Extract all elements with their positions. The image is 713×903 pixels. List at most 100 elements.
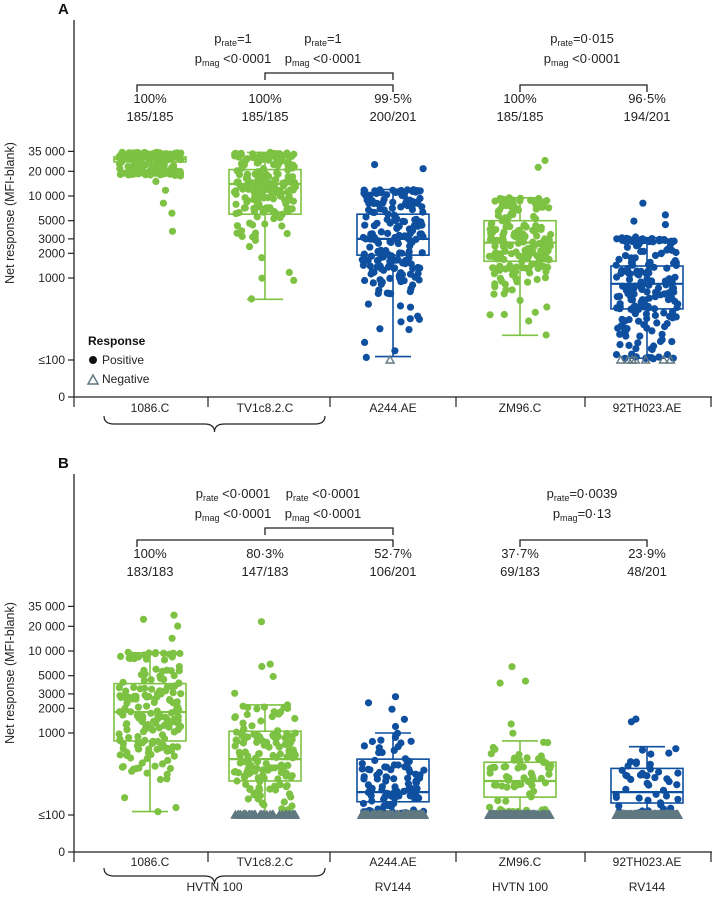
panel-b-data-point — [375, 744, 383, 752]
panel-b-box — [610, 767, 684, 804]
panel-a-data-point — [645, 281, 653, 289]
panel-a-data-point — [633, 268, 641, 276]
panel-b-data-point — [281, 740, 289, 749]
panel-b-data-point — [508, 663, 516, 671]
panel-a-data-point — [232, 190, 240, 198]
panel-a-data-point — [399, 259, 407, 267]
panel-b-percentage: 37·7% — [501, 546, 539, 561]
panel-b-label: B — [58, 455, 69, 472]
panel-a-y-tick-label: 35 000 — [28, 144, 65, 158]
panel-a-data-point — [376, 186, 384, 194]
panel-b-p-rate: prate <0·0001 — [286, 486, 360, 503]
panel-b-comparison-bracket — [519, 539, 648, 547]
panel-b-data-point — [243, 710, 251, 719]
panel-b-data-point — [169, 689, 177, 697]
panel-a-data-point — [388, 204, 396, 212]
panel-b-data-point — [255, 732, 263, 741]
panel-a-percentage: 99·5% — [374, 91, 412, 106]
panel-b-data-point — [277, 768, 285, 777]
panel-b-data-point — [125, 734, 133, 742]
panel-a-data-point — [540, 262, 548, 271]
panel-a-data-point — [366, 262, 374, 270]
panel-a-data-point — [516, 296, 524, 304]
panel-a-data-point — [414, 263, 422, 272]
panel-b-data-point — [145, 649, 153, 657]
panel-b-data-point — [391, 722, 400, 731]
panel-a-data-point — [618, 315, 626, 323]
panel-b-x-tick-label: 1086.C — [131, 855, 170, 869]
panel-a-data-point — [359, 257, 367, 265]
panel-a-data-point — [534, 163, 542, 171]
panel-a-data-point — [288, 152, 296, 160]
panel-a-data-point — [249, 221, 257, 229]
panel-b-y-tick-label: 35 000 — [28, 599, 65, 613]
panel-a-data-point — [365, 206, 373, 214]
panel-a-negative-point — [640, 354, 651, 364]
panel-b-data-point — [254, 774, 262, 782]
panel-b-data-point — [160, 649, 168, 657]
panel-b-negative-point — [258, 809, 269, 819]
panel-b-data-point — [238, 732, 246, 740]
panel-b-data-point — [129, 652, 137, 660]
panel-a-data-point — [289, 173, 297, 181]
panel-b-p-mag: pmag <0·0001 — [195, 506, 271, 523]
panel-b-data-point — [266, 785, 274, 793]
panel-a-data-point — [391, 188, 399, 196]
panel-a-data-point — [525, 317, 533, 325]
panel-a-data-point — [491, 242, 499, 250]
panel-a-data-point — [284, 160, 292, 169]
panel-b-data-point — [366, 766, 374, 774]
panel-b-data-point — [160, 656, 169, 664]
panel-b-data-point — [141, 691, 149, 699]
panel-a-data-point — [668, 338, 676, 346]
panel-a-y-tick-label: 10 000 — [28, 189, 65, 203]
panel-a-data-point — [270, 149, 278, 158]
panel-a-x-tick-label: 92TH023.AE — [613, 401, 682, 415]
panel-b-negative-point — [232, 809, 244, 819]
panel-a-data-point — [243, 174, 251, 182]
panel-b-data-point — [655, 768, 663, 776]
panel-a-data-point — [401, 189, 409, 197]
panel-a-data-point — [521, 232, 529, 240]
panel-a-data-point — [661, 323, 669, 331]
panel-b-negative-point — [511, 809, 523, 819]
panel-a-data-point — [407, 285, 415, 293]
panel-a-data-point — [254, 158, 263, 166]
panel-a-data-point — [288, 205, 296, 213]
panel-a-data-point — [514, 205, 522, 213]
panel-b-data-point — [420, 766, 428, 774]
panel-b-data-point — [147, 709, 155, 717]
panel-b-data-point — [155, 724, 163, 732]
panel-b-comparison-bracket — [136, 539, 394, 547]
panel-a-data-point — [501, 280, 509, 288]
panel-a-data-point — [492, 226, 500, 234]
panel-b-negative-point — [398, 809, 410, 819]
panel-a-data-point — [386, 274, 394, 282]
panel-a-comparison-bracket — [519, 84, 648, 92]
panel-b-negative-point — [636, 809, 647, 819]
panel-a-data-point — [361, 338, 369, 346]
panel-a-data-point — [667, 240, 675, 248]
panel-a-y-tick-label: 5000 — [38, 214, 65, 228]
panel-b-data-point — [401, 763, 409, 771]
panel-a-data-point — [496, 274, 504, 282]
panel-b-data-point — [163, 747, 171, 755]
panel-b-data-point — [371, 756, 379, 765]
panel-b-data-point — [141, 725, 149, 733]
panel-a-data-point — [649, 238, 657, 246]
panel-b-data-point — [382, 777, 390, 785]
panel-a-p-mag: pmag <0·0001 — [195, 51, 271, 68]
panel-b-box — [483, 761, 557, 798]
panel-b-p-rate: prate <0·0001 — [196, 486, 270, 503]
panel-b-y-tick-label: 0 — [58, 845, 65, 859]
panel-b-y-axis-label: Net response (MFI-blank) — [3, 602, 17, 744]
panel-b-data-point — [674, 769, 682, 777]
panel-b-data-point — [291, 714, 299, 723]
panel-a-data-point — [518, 264, 527, 272]
panel-b-data-point — [269, 672, 277, 681]
panel-a-data-point — [383, 215, 391, 224]
panel-a-data-point — [669, 314, 677, 322]
panel-b-data-point — [490, 781, 499, 789]
panel-a-data-point — [486, 311, 494, 319]
panel-b-percentage: 52·7% — [374, 546, 412, 561]
